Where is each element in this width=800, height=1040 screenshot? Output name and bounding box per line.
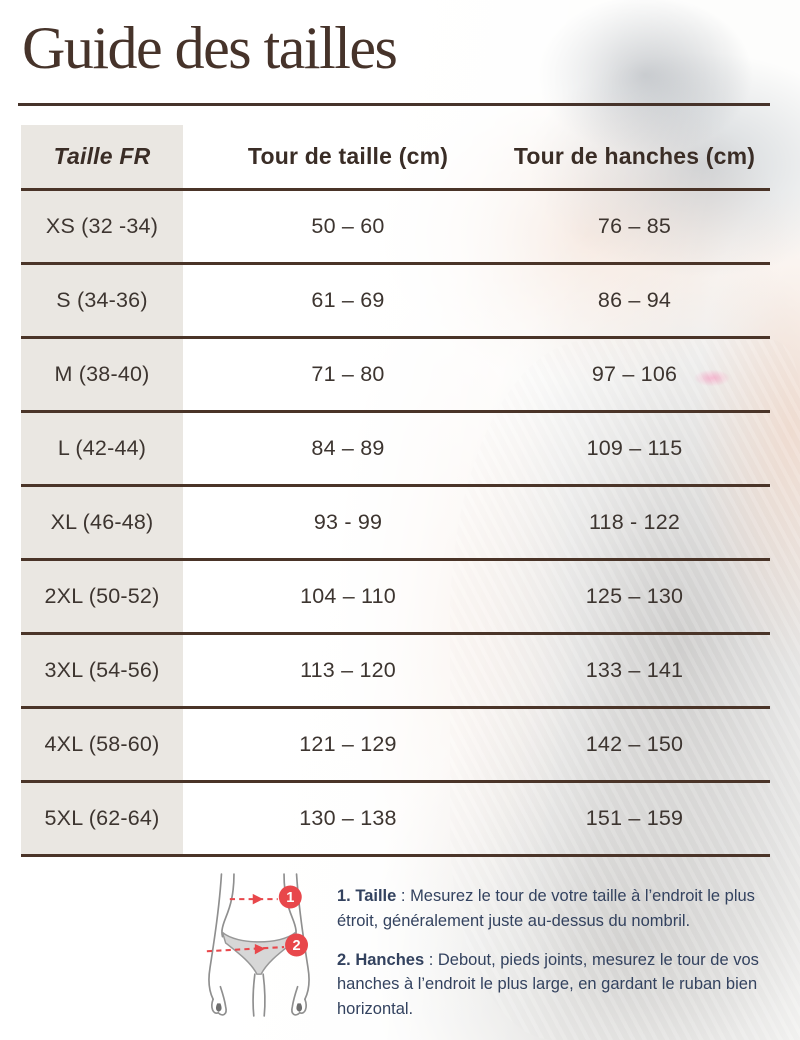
header-hips: Tour de hanches (cm) [513,143,756,169]
size-cell: XL (46-48) [21,487,183,558]
hips-cell: 118 - 122 [588,510,681,534]
size-cell: L (42-44) [21,413,183,484]
hips-marker-number: 2 [292,938,300,954]
waist-marker-badge [278,885,302,909]
hips-cell: 133 – 141 [585,658,684,682]
waist-cell: 71 – 80 [311,362,385,386]
hips-cell: 76 – 85 [597,214,672,238]
hips-cell: 142 – 150 [585,732,684,756]
waist-cell: 84 – 89 [311,436,385,460]
size-cell: 2XL (50-52) [21,561,183,632]
hips-cell: 109 – 115 [586,436,683,460]
table-row: 5XL (62-64) 130 – 138 151 – 159 [21,783,770,857]
hips-cell: 125 – 130 [585,584,684,608]
briefs-shape [221,930,297,975]
size-cell: S (34-36) [21,265,183,336]
waist-cell: 50 – 60 [311,214,385,238]
table-row: 2XL (50-52) 104 – 110 125 – 130 [21,561,770,635]
table-row: S (34-36) 61 – 69 86 – 94 [21,265,770,339]
instruction-waist: 1. Taille : Mesurez le tour de votre tai… [337,884,797,934]
instruction-hips-text: : Debout, pieds joints, mesurez le tour … [337,950,759,1019]
waist-cell: 93 - 99 [313,510,383,534]
waist-cell: 104 – 110 [300,584,396,608]
measurement-figure-icon: 1 2 [206,873,310,1017]
size-cell: M (38-40) [21,339,183,410]
waist-marker-number: 1 [286,890,294,906]
instruction-waist-label: 1. Taille [337,887,397,905]
size-cell: 3XL (54-56) [21,635,183,706]
size-cell: XS (32 -34) [21,191,183,262]
waist-cell: 130 – 138 [299,806,397,830]
table-row: XL (46-48) 93 - 99 118 - 122 [21,487,770,561]
waist-cell: 113 – 120 [300,658,396,682]
waist-measure-line: 1 [229,885,302,909]
header-size: Taille FR [21,125,183,188]
instruction-hips: 2. Hanches : Debout, pieds joints, mesur… [337,948,797,1022]
hips-cell: 97 – 106 [591,362,678,386]
measurement-instructions: 1. Taille : Mesurez le tour de votre tai… [337,884,797,1036]
instruction-hips-label: 2. Hanches [337,950,425,969]
table-row: 3XL (54-56) 113 – 120 133 – 141 [21,635,770,709]
hips-measure-line: 2 [206,933,309,957]
waist-cell: 61 – 69 [311,288,385,312]
table-row: M (38-40) 71 – 80 97 – 106 [21,339,770,413]
size-table: Taille FR Tour de taille (cm) Tour de ha… [21,125,770,857]
table-row: 4XL (58-60) 121 – 129 142 – 150 [21,709,770,783]
table-row: XS (32 -34) 50 – 60 76 – 85 [21,191,770,265]
size-cell: 5XL (62-64) [21,783,183,854]
header-waist: Tour de taille (cm) [247,143,449,169]
hips-marker-badge [285,933,309,957]
title-divider [18,103,770,106]
table-header-row: Taille FR Tour de taille (cm) Tour de ha… [21,125,770,191]
hips-cell: 86 – 94 [597,288,672,312]
size-cell: 4XL (58-60) [21,709,183,780]
hips-cell: 151 – 159 [585,806,684,830]
page-title: Guide des tailles [22,15,398,81]
waist-cell: 121 – 129 [299,732,397,756]
table-row: L (42-44) 84 – 89 109 – 115 [21,413,770,487]
instruction-waist-text: : Mesurez le tour de votre taille à l’en… [337,887,755,930]
legging-texture [450,340,800,1040]
